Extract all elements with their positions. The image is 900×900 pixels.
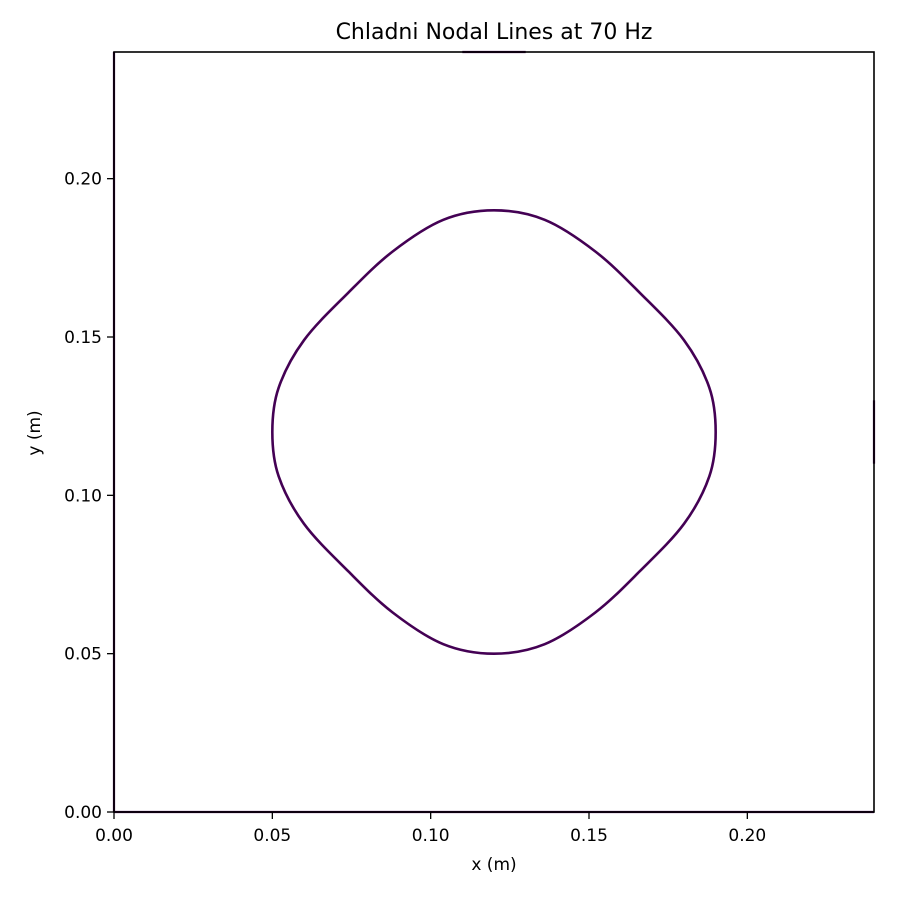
y-tick-label: 0.20 xyxy=(64,170,102,190)
x-axis-label: x (m) xyxy=(471,855,516,875)
axes-border xyxy=(113,51,875,813)
y-tick-label: 0.15 xyxy=(64,328,102,348)
nodal-curve-closed xyxy=(271,209,717,655)
axes-frame xyxy=(113,51,875,813)
x-tick-label: 0.00 xyxy=(95,826,133,846)
plot-area xyxy=(114,52,874,812)
x-axis-ticks: 0.00 0.05 0.10 0.15 0.20 xyxy=(95,812,766,846)
y-tick-label: 0.10 xyxy=(64,486,102,506)
y-axis-label: y (m) xyxy=(25,410,45,455)
plot-background xyxy=(114,52,874,812)
x-tick-label: 0.20 xyxy=(728,826,766,846)
chart-title: Chladni Nodal Lines at 70 Hz xyxy=(336,20,653,45)
y-tick-label: 0.05 xyxy=(64,645,102,665)
x-tick-label: 0.15 xyxy=(570,826,608,846)
x-tick-label: 0.10 xyxy=(412,826,450,846)
y-axis-ticks: 0.00 0.05 0.10 0.15 0.20 xyxy=(64,170,114,823)
x-tick-label: 0.05 xyxy=(253,826,291,846)
y-tick-label: 0.00 xyxy=(64,803,102,823)
